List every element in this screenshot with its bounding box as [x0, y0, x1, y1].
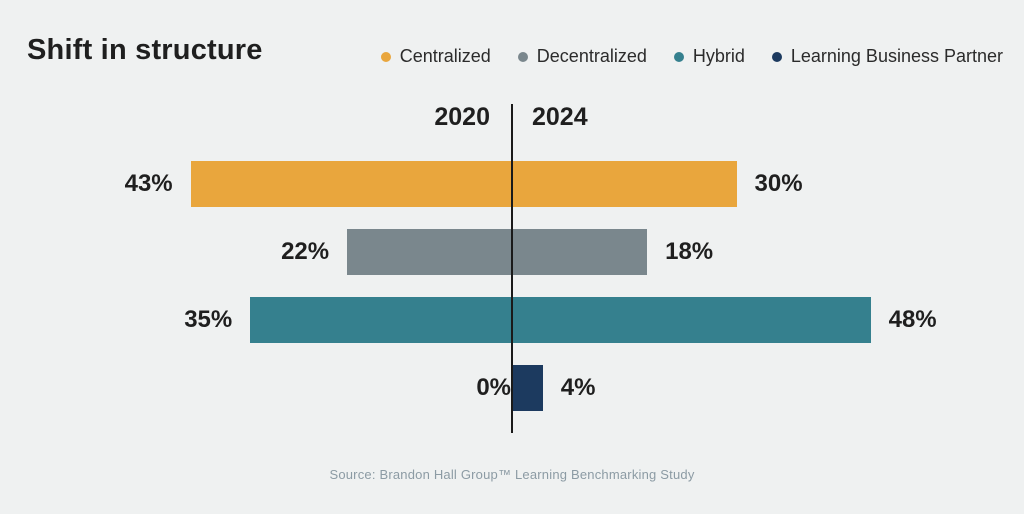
value-label-left: 43%: [124, 170, 173, 197]
bar-right: [513, 229, 648, 275]
legend-label: Learning Business Partner: [790, 46, 1003, 66]
value-label-left: 0%: [476, 374, 511, 401]
legend-label: Decentralized: [536, 46, 647, 66]
legend-label: Hybrid: [692, 46, 745, 66]
legend-item: Learning Business Partner: [771, 46, 1003, 67]
value-label-right: 4%: [560, 374, 596, 401]
bar-rows: 43% 30% 22% 18% 35% 48% 0%: [0, 161, 1024, 433]
bar-row-left-side: 35%: [0, 297, 511, 343]
legend-dot-icon: [380, 51, 391, 62]
legend-item: Centralized: [380, 46, 491, 67]
bar-row-right-side: 4%: [513, 365, 1024, 411]
chart-title: Shift in structure: [27, 34, 263, 66]
value-label-right: 48%: [888, 306, 937, 333]
value-label-left: 35%: [184, 306, 233, 333]
value-label-right: 18%: [665, 238, 714, 265]
bar-row: 43% 30%: [0, 161, 1024, 207]
legend-dot-icon: [517, 51, 528, 62]
year-label-2024: 2024: [532, 103, 588, 131]
bar-row-right-side: 18%: [513, 229, 1024, 275]
bar-row-right-side: 30%: [513, 161, 1024, 207]
legend-dot-icon: [771, 51, 782, 62]
year-label-2020: 2020: [434, 103, 490, 131]
legend-item: Hybrid: [673, 46, 745, 67]
bar-left: [347, 229, 511, 275]
bar-row-left-side: 0%: [0, 365, 511, 411]
bar-right: [513, 365, 543, 411]
bar-left: [190, 161, 511, 207]
legend-item: Decentralized: [517, 46, 647, 67]
bar-row-right-side: 48%: [513, 297, 1024, 343]
bar-row: 0% 4%: [0, 365, 1024, 411]
bar-row: 22% 18%: [0, 229, 1024, 275]
bar-row-left-side: 43%: [0, 161, 511, 207]
bar-row-left-side: 22%: [0, 229, 511, 275]
value-label-right: 30%: [754, 170, 803, 197]
legend-label: Centralized: [399, 46, 491, 66]
legend-dot-icon: [673, 51, 684, 62]
axis-line: [511, 104, 513, 433]
value-label-left: 22%: [281, 238, 330, 265]
bar-right: [513, 297, 871, 343]
source-note: Source: Brandon Hall Group™ Learning Ben…: [329, 467, 695, 482]
bar-right: [513, 161, 737, 207]
legend: Centralized Decentralized Hybrid Learnin…: [380, 46, 1003, 67]
bar-row: 35% 48%: [0, 297, 1024, 343]
bar-left: [250, 297, 511, 343]
